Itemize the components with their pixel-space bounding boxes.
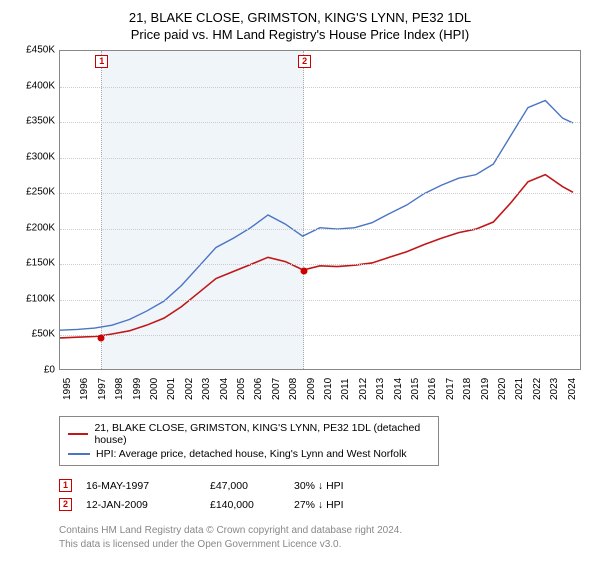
- x-tick-label: 2001: [166, 378, 177, 400]
- x-tick-label: 1999: [132, 378, 143, 400]
- title-block: 21, BLAKE CLOSE, GRIMSTON, KING'S LYNN, …: [15, 10, 585, 42]
- marker-dot: [301, 268, 308, 275]
- x-tick-label: 2012: [358, 378, 369, 400]
- x-tick-label: 2018: [462, 378, 473, 400]
- x-tick-label: 1995: [62, 378, 73, 400]
- y-tick-label: £150K: [26, 258, 55, 269]
- legend: 21, BLAKE CLOSE, GRIMSTON, KING'S LYNN, …: [59, 416, 439, 466]
- event-number: 1: [59, 479, 72, 492]
- x-tick-label: 2023: [549, 378, 560, 400]
- events-table: 1 16-MAY-1997 £47,000 30% ↓ HPI 2 12-JAN-2009…: [59, 476, 585, 514]
- marker-dot: [98, 334, 105, 341]
- footnote-line2: This data is licensed under the Open Gov…: [59, 538, 585, 552]
- legend-row: 21, BLAKE CLOSE, GRIMSTON, KING'S LYNN, …: [68, 421, 430, 447]
- x-tick-label: 2016: [427, 378, 438, 400]
- event-number: 2: [59, 498, 72, 511]
- x-tick-label: 2015: [410, 378, 421, 400]
- footnote-line1: Contains HM Land Registry data © Crown c…: [59, 524, 585, 538]
- legend-swatch: [68, 453, 90, 455]
- plot-area: 12: [59, 50, 581, 370]
- event-row: 2 12-JAN-2009 £140,000 27% ↓ HPI: [59, 495, 585, 514]
- gridline: [60, 193, 580, 194]
- x-tick-label: 2002: [184, 378, 195, 400]
- gridline: [60, 158, 580, 159]
- x-tick-label: 1997: [97, 378, 108, 400]
- y-tick-label: £400K: [26, 80, 55, 91]
- x-tick-label: 2009: [306, 378, 317, 400]
- x-tick-label: 1998: [114, 378, 125, 400]
- legend-label: HPI: Average price, detached house, King…: [96, 448, 407, 460]
- x-tick-label: 2007: [271, 378, 282, 400]
- y-tick-label: £300K: [26, 151, 55, 162]
- event-row: 1 16-MAY-1997 £47,000 30% ↓ HPI: [59, 476, 585, 495]
- marker-box: 2: [298, 55, 311, 68]
- event-delta: 27% ↓ HPI: [294, 499, 344, 511]
- title-subtitle: Price paid vs. HM Land Registry's House …: [15, 27, 585, 42]
- x-tick-label: 2021: [514, 378, 525, 400]
- legend-swatch: [68, 433, 88, 435]
- x-tick-label: 2003: [201, 378, 212, 400]
- gridline: [60, 122, 580, 123]
- footnote: Contains HM Land Registry data © Crown c…: [59, 524, 585, 551]
- x-tick-label: 2019: [480, 378, 491, 400]
- x-tick-label: 2022: [532, 378, 543, 400]
- series-hpi: [60, 100, 573, 330]
- series-lines: [60, 51, 580, 369]
- x-tick-label: 2020: [497, 378, 508, 400]
- legend-label: 21, BLAKE CLOSE, GRIMSTON, KING'S LYNN, …: [94, 422, 430, 446]
- title-address: 21, BLAKE CLOSE, GRIMSTON, KING'S LYNN, …: [15, 10, 585, 25]
- gridline: [60, 229, 580, 230]
- x-tick-label: 2010: [323, 378, 334, 400]
- x-tick-label: 2014: [393, 378, 404, 400]
- event-price: £47,000: [210, 480, 280, 492]
- chart-container: 21, BLAKE CLOSE, GRIMSTON, KING'S LYNN, …: [0, 0, 600, 561]
- x-tick-label: 2006: [253, 378, 264, 400]
- event-price: £140,000: [210, 499, 280, 511]
- marker-box: 1: [95, 55, 108, 68]
- gridline: [60, 264, 580, 265]
- y-tick-label: £200K: [26, 222, 55, 233]
- y-tick-label: £100K: [26, 293, 55, 304]
- event-date: 12-JAN-2009: [86, 499, 196, 511]
- chart: £0 £50K £100K £150K £200K £250K £300K £350K £400…: [15, 50, 585, 410]
- x-tick-label: 2024: [567, 378, 578, 400]
- y-tick-label: £0: [44, 365, 55, 376]
- series-property: [60, 175, 573, 338]
- legend-row: HPI: Average price, detached house, King…: [68, 447, 430, 461]
- y-tick-label: £250K: [26, 187, 55, 198]
- x-tick-label: 2008: [288, 378, 299, 400]
- gridline: [60, 87, 580, 88]
- event-date: 16-MAY-1997: [86, 480, 196, 492]
- x-axis: 1995 1996 1997 1998 1999 2000 2001 2002 2003 2004…: [59, 370, 581, 410]
- x-tick-label: 2005: [236, 378, 247, 400]
- gridline: [60, 300, 580, 301]
- x-tick-label: 2017: [445, 378, 456, 400]
- x-tick-label: 1996: [79, 378, 90, 400]
- y-axis: £0£50K£100K£150K£200K£250K£300K£350K£400…: [15, 50, 59, 370]
- x-tick-label: 2013: [375, 378, 386, 400]
- gridline: [60, 335, 580, 336]
- event-delta: 30% ↓ HPI: [294, 480, 344, 492]
- y-tick-label: £50K: [32, 329, 55, 340]
- y-tick-label: £350K: [26, 116, 55, 127]
- x-tick-label: 2000: [149, 378, 160, 400]
- x-tick-label: 2011: [340, 378, 351, 400]
- x-tick-label: 2004: [219, 378, 230, 400]
- y-tick-label: £450K: [26, 45, 55, 56]
